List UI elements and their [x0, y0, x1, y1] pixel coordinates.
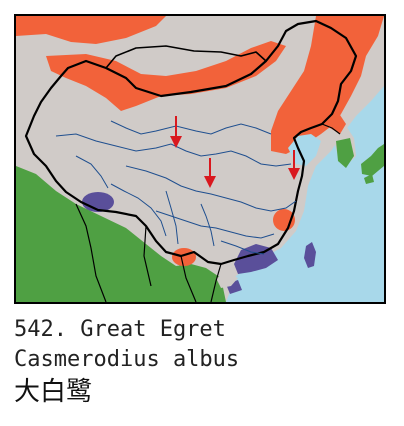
japan-kyushu [361, 144, 384, 176]
breeding-range-northeast [271, 16, 384, 154]
korea-border [321, 123, 341, 135]
migration-arrow-west [170, 116, 182, 148]
resident-range-korea-south [336, 138, 354, 168]
mongolia-border [105, 45, 267, 69]
china-border [24, 19, 358, 266]
range-map [14, 14, 386, 304]
rivers [55, 120, 297, 255]
breeding-range-southwest [172, 248, 196, 266]
resident-range-southwest [16, 166, 226, 302]
breeding-range-mongolia [46, 41, 286, 111]
migration-arrow-east [288, 150, 300, 180]
indochina-land [216, 274, 238, 288]
chinese-name: 大白鹭 [14, 377, 93, 407]
scientific-name: Casmerodius albus [14, 347, 240, 372]
taiwan [304, 242, 316, 268]
species-number-and-name: 542. Great Egret [14, 317, 226, 342]
south-asia-borders [75, 203, 222, 302]
yellow-sea [308, 154, 342, 206]
japan-island-small [364, 174, 374, 184]
migration-arrow-central [204, 158, 216, 188]
breeding-range-north [16, 16, 166, 44]
